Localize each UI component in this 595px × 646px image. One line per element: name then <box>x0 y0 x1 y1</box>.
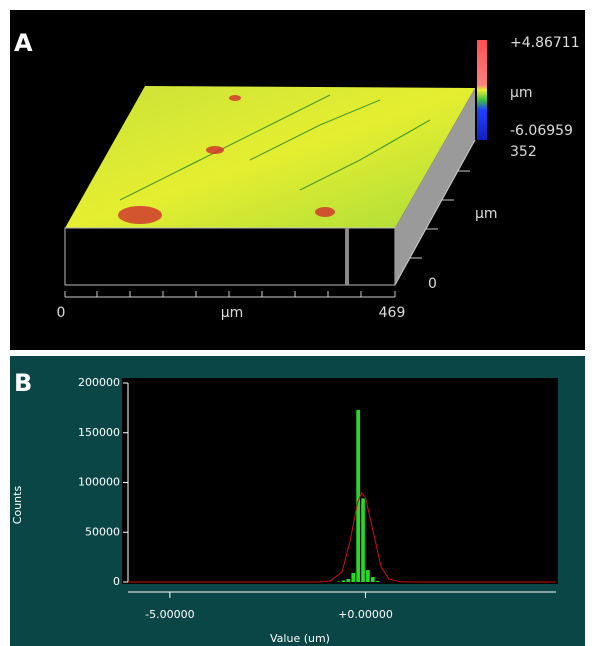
bar <box>341 580 346 582</box>
y-tick-label: 0 <box>113 575 120 588</box>
panel-label: A <box>14 29 33 57</box>
scale-max-label: +4.86711 <box>510 35 580 51</box>
bar <box>370 577 375 582</box>
color-scale <box>477 40 487 140</box>
surface-texture <box>119 94 431 201</box>
bar <box>366 570 370 582</box>
y-tick-label: 50000 <box>85 525 120 538</box>
x-tick-label: -5.00000 <box>145 608 194 621</box>
plot-area <box>122 378 558 584</box>
axis-ticks <box>64 139 476 298</box>
depth-min-label: 0 <box>428 276 437 292</box>
x-tick-label: +0.00000 <box>338 608 393 621</box>
depth-max-label: 352 <box>510 144 537 160</box>
y-tick-label: 200000 <box>78 376 120 389</box>
y-tick-label: 100000 <box>78 476 120 489</box>
bar <box>356 409 360 582</box>
width-min-label: 0 <box>57 305 66 321</box>
surface-panel: A +4.86711 µm -6.06959 352 µm 0 0 <box>10 10 585 350</box>
y-tick-label: 150000 <box>78 426 120 439</box>
bar <box>351 573 356 582</box>
x-axis-title: Value (um) <box>270 632 330 645</box>
scale-unit-label: µm <box>510 85 533 101</box>
width-max-label: 469 <box>379 305 406 321</box>
scale-min-label: -6.06959 <box>510 123 573 139</box>
surface-spots <box>118 95 335 224</box>
bar <box>375 581 380 582</box>
bar <box>346 579 351 582</box>
panel-label: B <box>14 369 32 397</box>
surface-top <box>65 86 475 228</box>
side-face <box>395 88 475 285</box>
width-unit-label: µm <box>221 305 244 321</box>
y-axis-title: Counts <box>11 486 24 525</box>
fit-curve <box>128 491 556 583</box>
depth-unit-label: µm <box>475 206 498 222</box>
bar <box>361 498 365 582</box>
